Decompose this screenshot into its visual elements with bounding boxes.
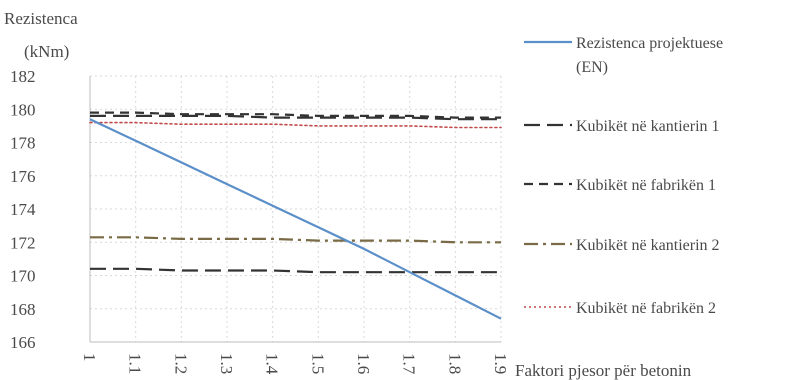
legend-label-3: Kubikët në kantierin 2 xyxy=(576,237,720,254)
y-tick-label: 166 xyxy=(10,333,36,352)
y-tick-label: 174 xyxy=(10,200,36,219)
legend-label-4: Kubikët në fabrikën 2 xyxy=(576,300,716,317)
x-tick-label: 1.4 xyxy=(263,353,282,375)
x-tick-label: 1 xyxy=(80,353,99,362)
x-tick-label: 1.1 xyxy=(126,353,145,374)
legend: Rezistenca projektuese (EN) Kubikët në kan… xyxy=(524,35,723,317)
x-tick-label: 1.5 xyxy=(308,353,327,374)
series-line-3 xyxy=(90,236,501,244)
series-line-5 xyxy=(90,267,501,274)
y-tick-label: 168 xyxy=(10,300,36,319)
series-line-4 xyxy=(89,121,502,129)
series-lines xyxy=(89,111,502,320)
y-tick-label: 176 xyxy=(10,167,36,186)
x-tick-label: 1.9 xyxy=(491,353,510,374)
legend-label-0: Rezistenca projektuese xyxy=(576,35,723,52)
y-tick-label: 172 xyxy=(10,233,36,252)
y-tick-label: 180 xyxy=(10,100,36,119)
x-tick-label: 1.7 xyxy=(400,353,419,375)
x-tick-label: 1.3 xyxy=(217,353,236,374)
y-tick-label: 178 xyxy=(10,134,36,153)
y-axis-title-line2: (kNm) xyxy=(24,42,69,61)
y-tick-label: 170 xyxy=(10,267,36,286)
y-tick-label: 182 xyxy=(10,67,36,86)
series-line-0 xyxy=(89,118,502,320)
y-axis-title-line1: Rezistenca xyxy=(4,9,78,28)
legend-label-0: (EN) xyxy=(576,59,608,76)
x-tick-label: 1.2 xyxy=(171,353,190,374)
legend-label-1: Kubikët në kantierin 1 xyxy=(576,118,720,135)
tick-labels: 166 168 170 172 174 176 178 180 182 1 1.1 1.2 1.3 1.4… xyxy=(10,67,510,375)
x-tick-label: 1.8 xyxy=(445,353,464,374)
series-line-2 xyxy=(90,111,501,119)
legend-label-2: Kubikët në fabrikën 1 xyxy=(576,177,716,194)
x-axis-title: Faktori pjesor për betonin xyxy=(515,361,692,380)
x-tick-label: 1.6 xyxy=(354,353,373,374)
